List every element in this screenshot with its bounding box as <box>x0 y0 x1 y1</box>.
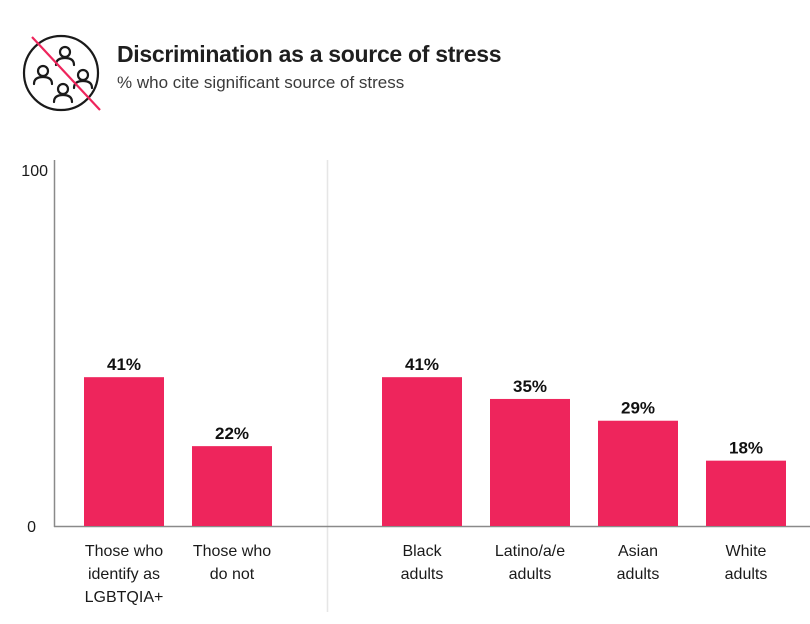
bar <box>192 446 272 526</box>
bar-value-label: 41% <box>107 355 141 374</box>
bar-value-label: 35% <box>513 377 547 396</box>
discrimination-icon <box>18 30 104 114</box>
category-label: Latino/a/e adults <box>495 543 565 583</box>
bar <box>490 398 570 526</box>
bar-value-label: 41% <box>405 355 439 374</box>
bar-value-label: 22% <box>215 424 249 443</box>
category-label: Those who do not <box>193 543 271 583</box>
category-label: Asian adults <box>617 543 660 583</box>
category-label: Those who identify as LGBTQIA+ <box>85 543 164 606</box>
bar-value-label: 29% <box>621 399 655 418</box>
bar <box>84 377 164 526</box>
bar <box>598 420 678 526</box>
category-label: Black adults <box>401 543 444 583</box>
category-label: White adults <box>725 543 768 583</box>
y-tick-label-min: 0 <box>27 519 36 536</box>
chart-title: Discrimination as a source of stress <box>117 41 502 67</box>
bar-value-label: 18% <box>729 439 763 458</box>
bar <box>706 460 786 526</box>
bar <box>382 377 462 526</box>
chart-subtitle: % who cite significant source of stress <box>117 73 405 92</box>
y-tick-label-max: 100 <box>21 163 48 180</box>
